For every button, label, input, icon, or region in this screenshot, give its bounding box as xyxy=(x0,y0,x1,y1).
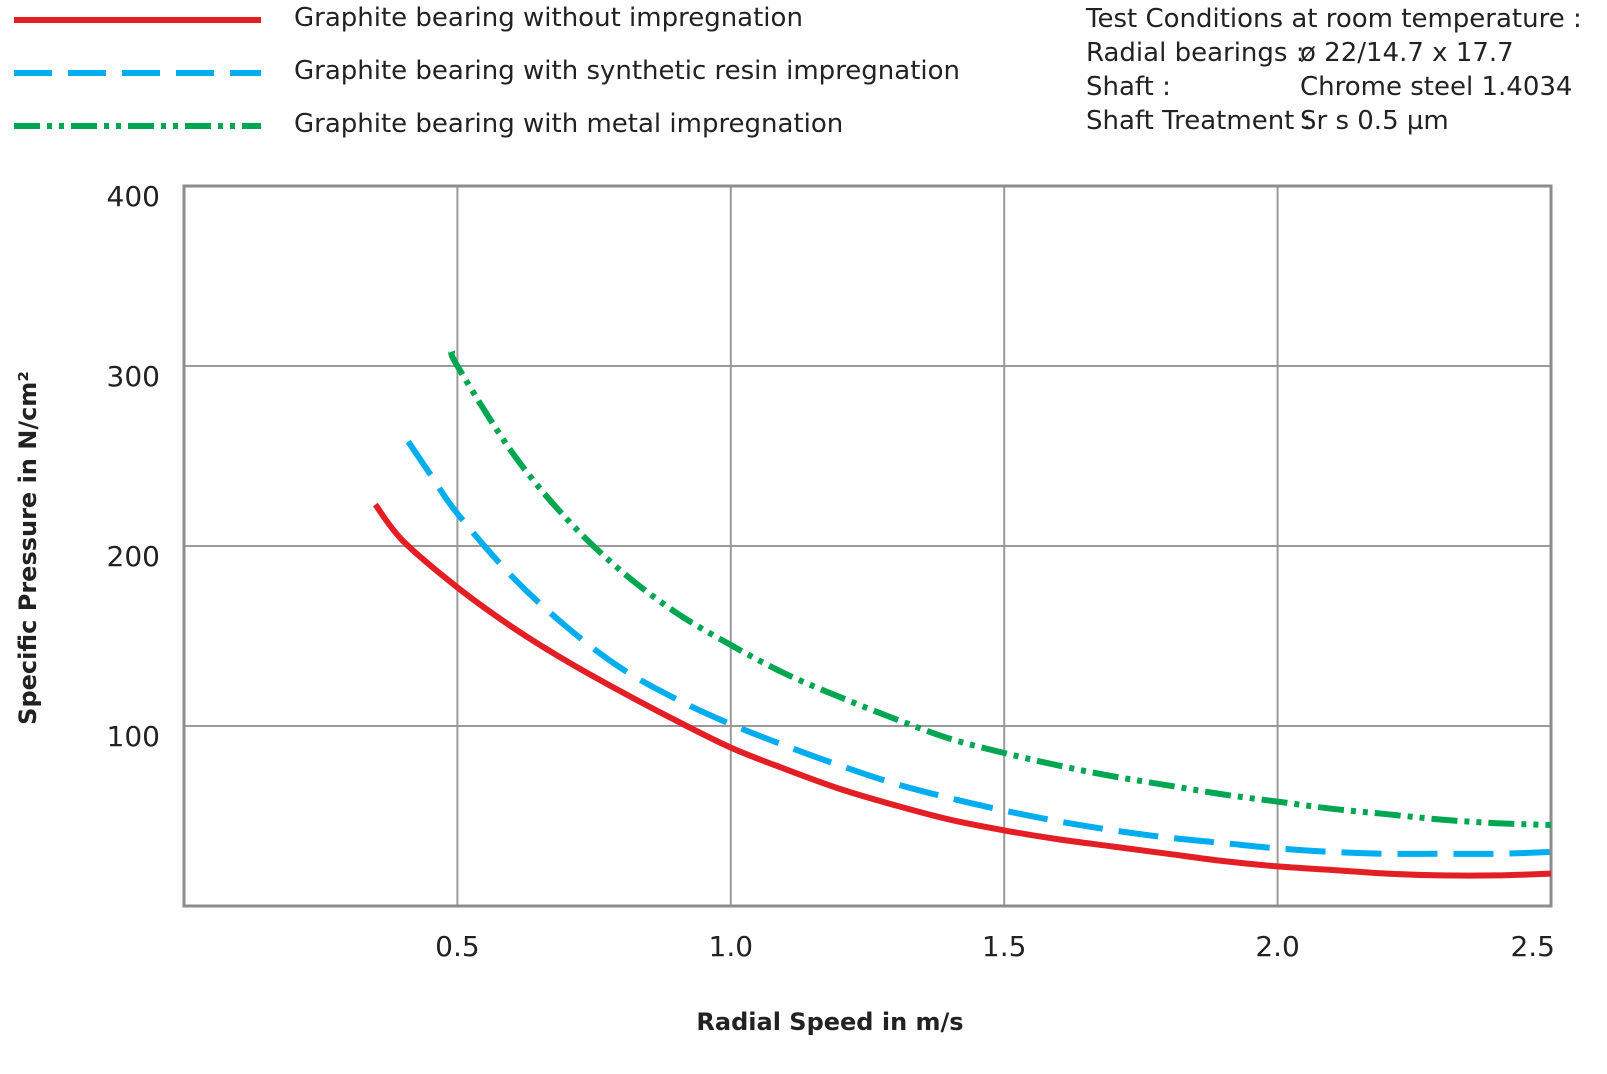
condition-key: Shaft : xyxy=(1086,72,1171,102)
y-tick-label: 300 xyxy=(107,360,160,393)
legend-item-metal-impregnation: Graphite bearing with metal impregnation xyxy=(14,106,934,146)
legend-swatch-green-dash-dot-dot xyxy=(14,123,261,129)
y-tick-label: 100 xyxy=(107,720,160,753)
series-line-3 xyxy=(448,349,1552,828)
condition-value: Chrome steel 1.4034 xyxy=(1300,72,1573,102)
test-conditions-title: Test Conditions at room temperature : xyxy=(1086,4,1582,34)
x-tick-label: 1.0 xyxy=(709,930,754,963)
legend-item-no-impregnation: Graphite bearing without impregnation xyxy=(14,0,934,40)
series-lines xyxy=(372,349,1552,879)
condition-key: Shaft Treatment : xyxy=(1086,106,1312,136)
x-tick-label: 2.0 xyxy=(1255,930,1300,963)
legend-item-resin-impregnation: Graphite bearing with synthetic resin im… xyxy=(14,53,960,93)
tick-labels: 0.5 1.0 1.5 2.0 2.5 100 200 300 400 xyxy=(107,180,1555,963)
legend-label: Graphite bearing without impregnation xyxy=(294,3,803,33)
condition-key: Radial bearings : xyxy=(1086,38,1305,68)
legend-swatch-blue-dashed xyxy=(14,70,261,76)
condition-value: ø 22/14.7 x 17.7 xyxy=(1300,38,1514,68)
condition-value: Sr s 0.5 µm xyxy=(1300,106,1449,136)
y-tick-label: 200 xyxy=(107,540,160,573)
series-line-2 xyxy=(405,439,1552,857)
x-tick-label: 2.5 xyxy=(1510,930,1555,963)
test-conditions: Test Conditions at room temperature : Ra… xyxy=(1086,2,1582,138)
plot-frame xyxy=(182,184,1553,908)
condition-row-shaft: Shaft : Chrome steel 1.4034 xyxy=(1086,70,1582,104)
condition-row-radial-bearings: Radial bearings : ø 22/14.7 x 17.7 xyxy=(1086,36,1582,70)
x-axis-title: Radial Speed in m/s xyxy=(696,1008,963,1036)
legend-label: Graphite bearing with synthetic resin im… xyxy=(294,56,961,86)
series-line-1 xyxy=(372,502,1552,879)
x-tick-label: 1.5 xyxy=(982,930,1027,963)
y-axis-title: Specific Pressure in N/cm² xyxy=(14,371,42,725)
legend-label: Graphite bearing with metal impregnation xyxy=(294,109,844,139)
grid xyxy=(182,184,1553,908)
condition-row-shaft-treatment: Shaft Treatment : Sr s 0.5 µm xyxy=(1086,104,1582,138)
x-tick-label: 0.5 xyxy=(435,930,480,963)
y-tick-label: 400 xyxy=(107,180,160,213)
legend-swatch-red-solid xyxy=(14,17,261,23)
